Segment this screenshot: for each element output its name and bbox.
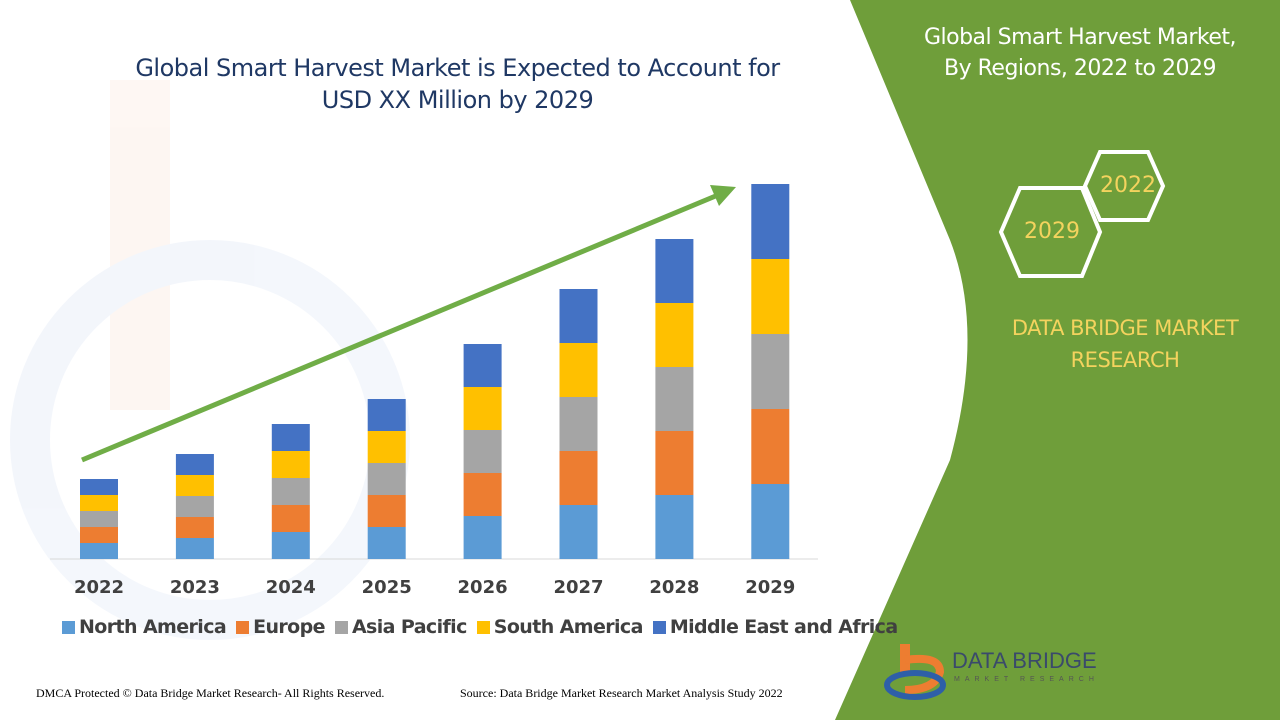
chart-title-line1: Global Smart Harvest Market is Expected … xyxy=(135,54,780,82)
bar-segment-2024-south-america xyxy=(271,451,310,478)
hexagon-2029 xyxy=(998,186,1103,278)
bar-segment-2029-north-america xyxy=(751,484,790,559)
legend-swatch xyxy=(236,620,250,634)
bar-segment-2026-north-america xyxy=(463,516,502,559)
bar-segment-2023-north-america xyxy=(175,538,214,559)
legend-item: Asia Pacific xyxy=(334,616,467,638)
legend-swatch xyxy=(62,620,75,634)
side-title-line1: Global Smart Harvest Market, xyxy=(923,25,1237,50)
bar-segment-2024-asia-pacific xyxy=(271,478,310,505)
hex-label-2029: 2029 xyxy=(1024,219,1080,244)
bar-segment-2026-asia-pacific xyxy=(463,430,502,473)
x-tick-label: 2028 xyxy=(649,577,699,598)
x-tick-label: 2022 xyxy=(74,577,124,598)
legend-item: Europe xyxy=(236,616,326,638)
bar-segment-2027-europe xyxy=(559,451,598,505)
side-title-line2: By Regions, 2022 to 2029 xyxy=(944,56,1216,81)
hexagon-2022 xyxy=(1082,150,1166,222)
trend-arrow xyxy=(81,185,736,463)
brand-text: DATA BRIDGE MARKET RESEARCH xyxy=(985,312,1265,376)
x-tick-label: 2029 xyxy=(745,577,795,598)
bar-segment-2028-asia-pacific xyxy=(655,367,694,431)
legend-label: Europe xyxy=(253,616,325,638)
bar-segment-2024-north-america xyxy=(271,532,310,559)
brand-line2: RESEARCH xyxy=(1070,348,1180,372)
x-tick-label: 2026 xyxy=(458,577,508,598)
x-tick-label: 2025 xyxy=(362,577,412,598)
bar-segment-2022-europe xyxy=(80,527,118,543)
legend-item: Middle East and Africa xyxy=(652,616,898,638)
copyright-text: DMCA Protected © Data Bridge Market Rese… xyxy=(36,686,385,700)
source-text: Source: Data Bridge Market Research Mark… xyxy=(460,686,783,700)
logo-subtext: MARKET RESEARCH xyxy=(954,676,1099,683)
bar-segment-2025-europe xyxy=(367,495,406,527)
bar-segment-2022-south-america xyxy=(80,495,118,511)
legend-swatch xyxy=(334,620,348,634)
legend-label: Middle East and Africa xyxy=(669,616,898,638)
x-tick-label: 2023 xyxy=(170,577,220,598)
bar-segment-2024-europe xyxy=(271,505,310,532)
legend-label: South America xyxy=(493,616,644,638)
bar-segment-2026-south-america xyxy=(463,387,502,430)
bar-segment-2024-middle-east-and-africa xyxy=(271,424,310,451)
bar-segment-2029-europe xyxy=(751,409,790,484)
chart-title: Global Smart Harvest Market is Expected … xyxy=(120,52,795,116)
bar-segment-2022-north-america xyxy=(80,543,118,559)
bar-segment-2025-south-america xyxy=(367,431,406,463)
bar-segment-2027-middle-east-and-africa xyxy=(559,289,598,343)
bar-segment-2028-south-america xyxy=(655,303,694,367)
x-tick-label: 2024 xyxy=(266,577,316,598)
bar-segment-2025-north-america xyxy=(367,527,406,559)
brand-line1: DATA BRIDGE MARKET xyxy=(1011,316,1239,340)
bar-segment-2027-south-america xyxy=(559,343,598,397)
chart-title-line2: USD XX Million by 2029 xyxy=(321,86,594,114)
legend-swatch xyxy=(652,620,666,634)
legend-item: North America xyxy=(62,616,227,638)
bar-segment-2023-south-america xyxy=(175,475,214,496)
legend-item: South America xyxy=(476,616,644,638)
legend: North America Europe Asia Pacific South Ame… xyxy=(62,616,898,638)
legend-label: North America xyxy=(79,616,227,638)
legend-label: Asia Pacific xyxy=(351,616,467,638)
bar-segment-2025-middle-east-and-africa xyxy=(367,399,406,431)
green-side-panel xyxy=(835,0,1280,720)
data-bridge-logo-mark xyxy=(884,644,946,700)
bar-segment-2028-europe xyxy=(655,431,694,495)
bar-segment-2028-north-america xyxy=(655,495,694,559)
bar-segment-2027-north-america xyxy=(559,505,598,559)
bar-segment-2023-europe xyxy=(175,517,214,538)
bar-segment-2029-middle-east-and-africa xyxy=(751,184,790,259)
bar-segment-2029-south-america xyxy=(751,259,790,334)
bar-segment-2025-asia-pacific xyxy=(367,463,406,495)
logo-text: DATA BRIDGE xyxy=(952,648,1097,673)
bar-segment-2023-middle-east-and-africa xyxy=(175,454,214,475)
bar-segment-2029-asia-pacific xyxy=(751,334,790,409)
bar-segment-2022-asia-pacific xyxy=(80,511,118,527)
bar-segment-2027-asia-pacific xyxy=(559,397,598,451)
x-tick-label: 2027 xyxy=(553,577,603,598)
bar-segment-2026-middle-east-and-africa xyxy=(463,344,502,387)
bar-segment-2023-asia-pacific xyxy=(175,496,214,517)
bar-segment-2022-middle-east-and-africa xyxy=(80,479,118,495)
hex-label-2022: 2022 xyxy=(1100,173,1156,198)
bar-segment-2028-middle-east-and-africa xyxy=(655,239,694,303)
legend-swatch xyxy=(476,620,490,634)
side-panel-title: Global Smart Harvest Market, By Regions,… xyxy=(890,22,1270,84)
bar-segment-2026-europe xyxy=(463,473,502,516)
